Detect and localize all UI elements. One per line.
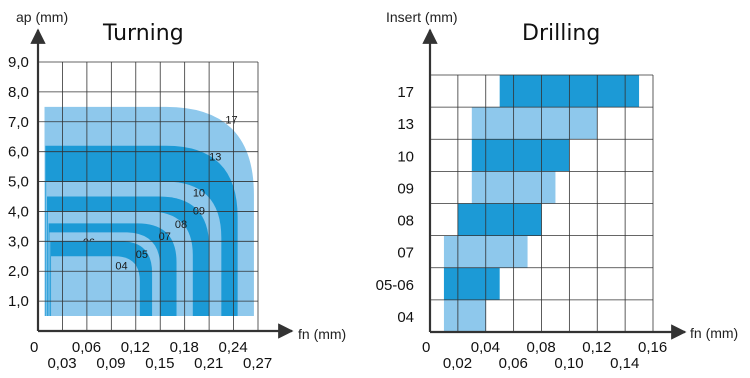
turning-x-tick: 0,12 <box>121 339 150 356</box>
drilling-y-tick: 07 <box>397 245 414 262</box>
turning-ylabel: ap (mm) <box>16 9 68 25</box>
drilling-chart: Insert (mm) Drilling 04 05-06 07 08 09 10 13 17… <box>376 9 739 372</box>
turning-chart: ap (mm) Turning 171310090807060504 1,02,… <box>8 9 346 372</box>
drilling-x-tick: 0 <box>422 339 430 356</box>
drilling-bar-05-06 <box>443 267 500 300</box>
drilling-y-tick: 17 <box>397 84 414 101</box>
turning-y-tick: 6,0 <box>8 144 29 161</box>
turning-y-tick: 1,0 <box>8 293 29 310</box>
drilling-y-tick: 09 <box>397 180 414 197</box>
turning-y-tick: 7,0 <box>8 114 29 131</box>
turning-y-tick: 3,0 <box>8 233 29 250</box>
turning-zone-label: 13 <box>209 152 221 164</box>
drilling-xlabel: fn (mm) <box>690 325 738 341</box>
drilling-y-tick: 13 <box>397 116 414 133</box>
drilling-x-tick: 0,06 <box>499 355 528 372</box>
drilling-x-tick: 0,02 <box>443 355 472 372</box>
drilling-y-tick: 08 <box>397 213 414 230</box>
drilling-y-tick: 05-06 <box>376 277 414 294</box>
turning-x-tick: 0 <box>30 339 38 356</box>
turning-zone-label: 05 <box>136 249 148 261</box>
turning-x-tick: 0,15 <box>145 355 174 372</box>
turning-y-tick: 5,0 <box>8 174 29 191</box>
drilling-bar-10 <box>471 139 570 172</box>
drilling-x-tick: 0,08 <box>527 339 556 356</box>
turning-zone-label: 17 <box>225 114 237 126</box>
drilling-y-tick: 10 <box>397 148 414 165</box>
drilling-x-tick: 0,10 <box>554 355 583 372</box>
turning-y-tick: 9,0 <box>8 54 29 71</box>
drilling-bar-13 <box>471 107 598 140</box>
turning-x-tick: 0,27 <box>243 355 272 372</box>
turning-y-tick: 8,0 <box>8 84 29 101</box>
turning-zone-label: 07 <box>159 231 171 243</box>
drilling-x-tick: 0,14 <box>610 355 639 372</box>
turning-x-tick: 0,09 <box>96 355 125 372</box>
drilling-bar-04 <box>443 299 486 332</box>
drilling-title: Drilling <box>522 21 600 46</box>
turning-x-tick: 0,18 <box>170 339 199 356</box>
turning-x-tick: 0,03 <box>47 355 76 372</box>
turning-zone-label: 04 <box>115 261 127 273</box>
turning-x-tick: 0,06 <box>72 339 101 356</box>
turning-x-tick: 0,24 <box>219 339 248 356</box>
turning-y-tick: 4,0 <box>8 203 29 220</box>
drilling-x-tick: 0,04 <box>471 339 500 356</box>
drilling-x-tick: 0,12 <box>582 339 611 356</box>
turning-title: Turning <box>102 21 184 46</box>
turning-zone-label: 10 <box>193 188 205 200</box>
drilling-x-tick: 0,16 <box>638 339 667 356</box>
turning-xlabel: fn (mm) <box>298 326 346 342</box>
drilling-bar-08 <box>457 203 542 236</box>
drilling-ylabel: Insert (mm) <box>386 9 458 25</box>
turning-y-tick: 2,0 <box>8 263 29 280</box>
turning-x-tick: 0,21 <box>194 355 223 372</box>
turning-zone-label: 08 <box>175 219 187 231</box>
drilling-y-tick: 04 <box>397 309 414 326</box>
